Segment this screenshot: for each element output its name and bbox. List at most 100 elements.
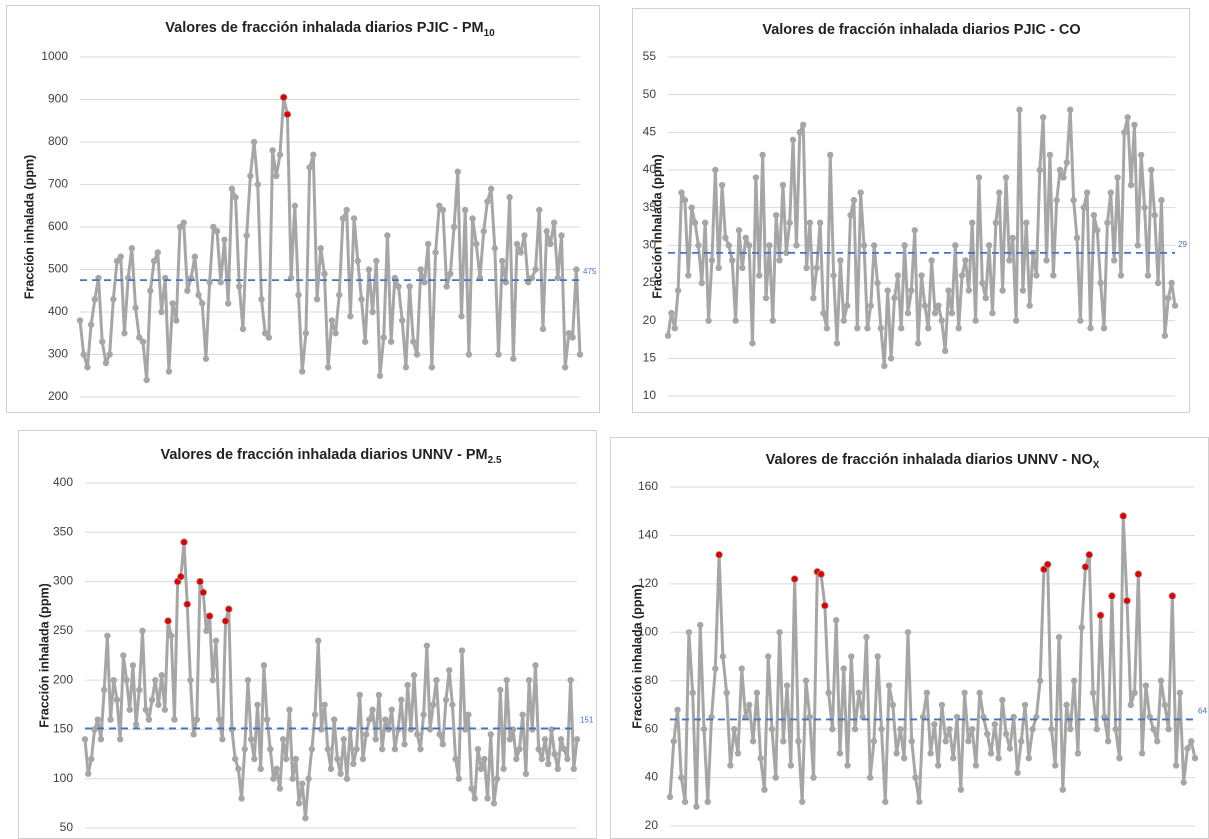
data-point: [139, 338, 147, 345]
data-point: [372, 736, 379, 743]
data-point: [779, 181, 787, 189]
data-point: [904, 629, 912, 636]
data-point: [938, 317, 945, 324]
highlight-point: [205, 612, 214, 620]
data-point: [258, 296, 265, 303]
data-point: [273, 172, 280, 180]
data-point: [564, 755, 571, 763]
data-point: [439, 741, 447, 748]
data-point: [1060, 174, 1067, 181]
data-point: [979, 279, 986, 287]
y-tick-label: 80: [645, 673, 659, 687]
data-point: [100, 686, 108, 694]
y-tick-label: 55: [643, 49, 657, 63]
data-point: [375, 691, 383, 699]
data-point: [428, 364, 436, 371]
data-point: [1063, 159, 1071, 166]
data-point: [148, 696, 156, 704]
data-point: [171, 716, 178, 723]
chart-panel: Valores de fracción inhalada diarios UNN…: [610, 437, 1209, 839]
data-point: [406, 283, 413, 290]
data-point: [671, 325, 678, 332]
data-point: [931, 721, 938, 728]
data-point: [176, 223, 184, 231]
data-point: [843, 302, 851, 309]
data-point: [407, 726, 415, 733]
data-point: [1097, 279, 1104, 287]
data-point: [324, 364, 332, 371]
highlight-point: [196, 577, 204, 586]
data-point: [712, 665, 719, 672]
data-point: [870, 738, 878, 745]
data-point: [921, 302, 929, 309]
data-point: [745, 242, 753, 249]
data-point: [350, 215, 358, 222]
data-point: [91, 296, 99, 303]
data-point: [477, 765, 485, 773]
data-point: [813, 264, 820, 272]
data-point: [142, 706, 149, 713]
data-point: [793, 242, 800, 249]
data-point: [343, 206, 350, 214]
data-point: [783, 682, 791, 689]
data-point: [529, 726, 536, 733]
data-point: [942, 738, 949, 745]
data-point: [946, 725, 953, 733]
data-point: [251, 755, 258, 763]
y-tick-label: 1000: [41, 49, 68, 63]
data-point: [1127, 701, 1134, 709]
data-point: [147, 287, 154, 294]
data-point: [1100, 325, 1108, 332]
data-point: [519, 711, 526, 718]
data-point: [136, 686, 143, 694]
data-point: [855, 689, 863, 697]
data-point: [353, 745, 360, 753]
data-point: [1053, 196, 1060, 204]
data-point: [340, 736, 347, 743]
data-point: [1142, 682, 1150, 689]
highlight-point: [1043, 560, 1052, 569]
data-point: [829, 725, 836, 733]
data-point: [904, 309, 912, 317]
data-point: [217, 279, 224, 286]
data-point: [762, 294, 770, 302]
data-point: [952, 242, 959, 249]
data-point: [1067, 106, 1074, 113]
data-point: [1112, 725, 1119, 733]
data-point: [347, 313, 354, 320]
data-point: [295, 800, 303, 807]
data-point: [484, 795, 491, 802]
data-point: [723, 689, 730, 697]
highlight-point: [221, 617, 230, 625]
data-point: [1018, 738, 1025, 745]
data-point: [254, 701, 261, 708]
chart-title-text: Valores de fracción inhalada diarios UNN…: [766, 452, 1093, 468]
data-point: [373, 257, 380, 265]
data-point: [310, 151, 317, 158]
highlight-point: [790, 575, 799, 583]
data-point: [210, 223, 217, 231]
data-point: [718, 181, 726, 189]
y-axis-label: Fracción inhalada (ppm): [650, 154, 664, 298]
data-point: [1171, 302, 1179, 309]
data-point: [695, 242, 702, 249]
data-point: [1006, 745, 1014, 752]
data-point: [999, 696, 1006, 704]
data-point: [796, 129, 804, 136]
data-point: [532, 266, 539, 273]
data-point: [480, 228, 487, 235]
data-point: [693, 803, 700, 810]
data-point: [454, 168, 461, 175]
data-point: [851, 725, 859, 733]
data-point: [765, 653, 772, 660]
data-point: [681, 798, 689, 805]
data-point: [543, 228, 550, 235]
data-point: [447, 270, 454, 277]
data-point: [449, 701, 456, 708]
data-point: [816, 219, 824, 226]
data-point: [550, 219, 558, 226]
data-point: [1073, 234, 1081, 241]
data-point: [1191, 755, 1199, 762]
data-point: [570, 765, 578, 773]
data-point: [525, 676, 533, 684]
